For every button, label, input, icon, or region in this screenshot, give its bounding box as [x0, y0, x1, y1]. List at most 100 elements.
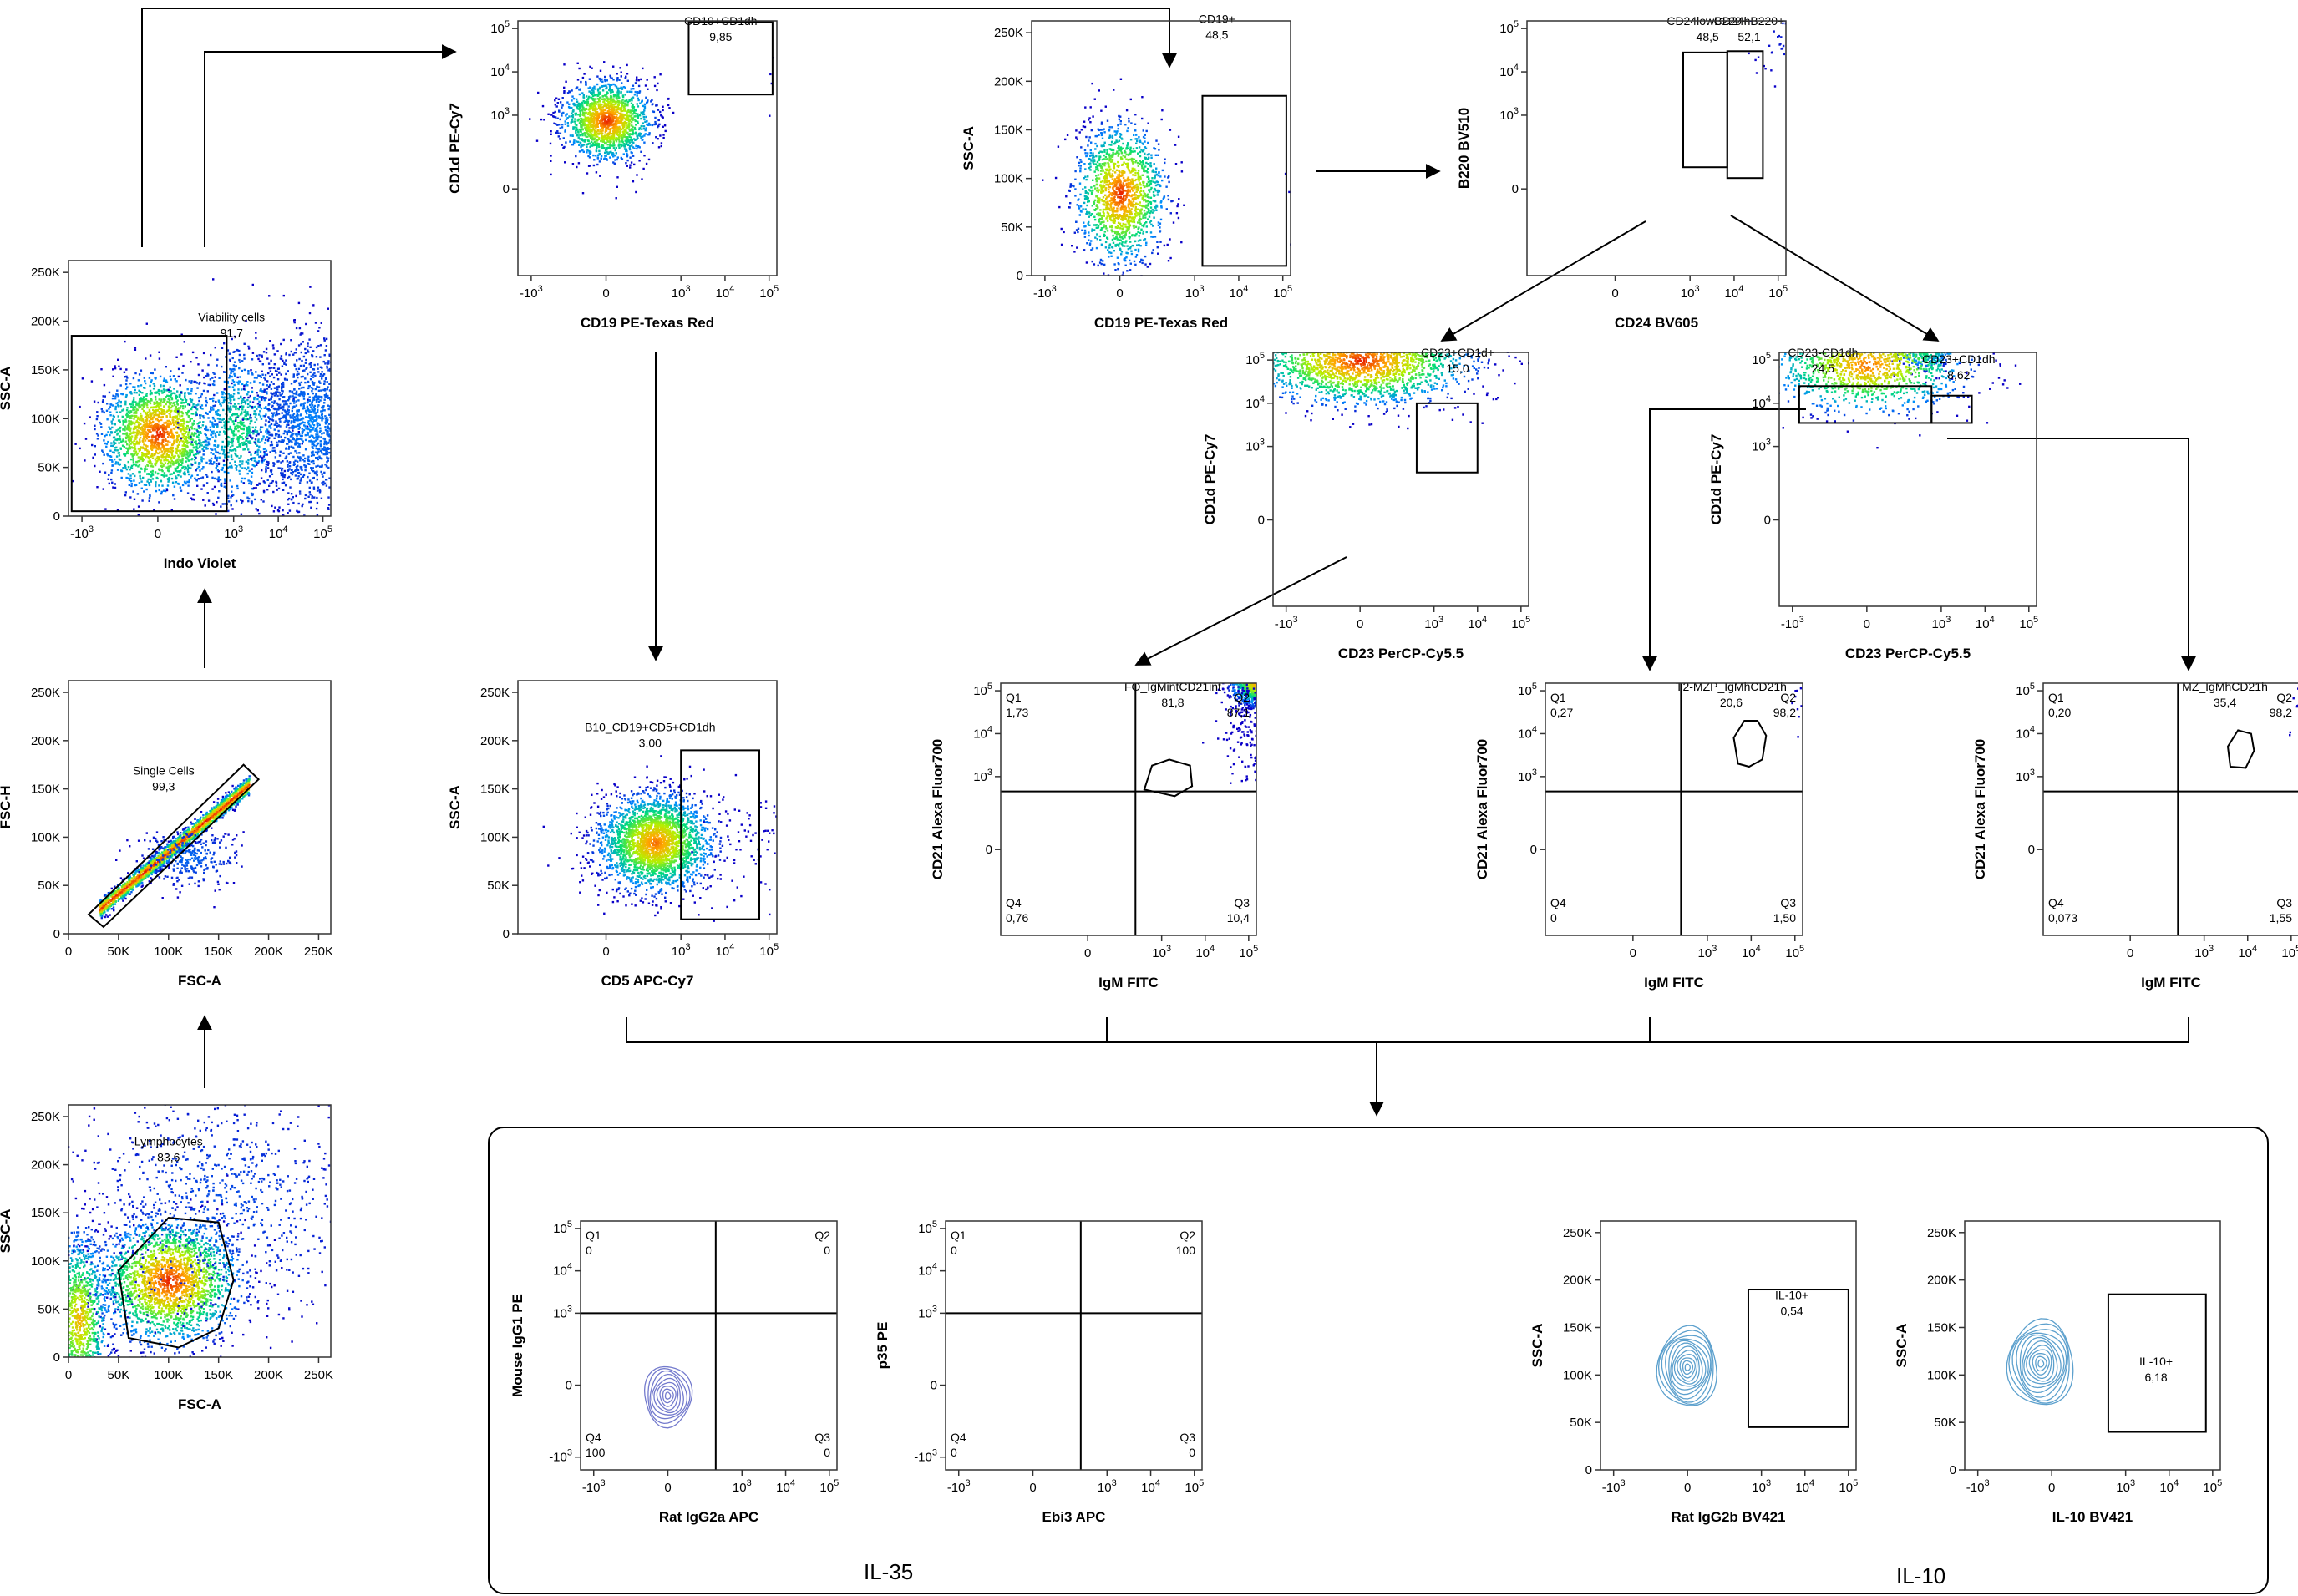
x-tick-label: -103 — [1033, 284, 1057, 301]
gate-value: 83,6 — [157, 1151, 180, 1164]
y-tick-label: -103 — [549, 1448, 572, 1465]
quadrant-q1-name: Q1 — [2048, 691, 2064, 704]
x-tick-label: 0 — [65, 945, 72, 959]
y-axis-label: SSC-A — [447, 785, 463, 829]
y-tick-label: 105 — [1499, 19, 1519, 36]
plot-events — [1791, 687, 1803, 738]
y-tick-label: 105 — [1518, 681, 1537, 698]
x-tick-label: 50K — [108, 945, 130, 959]
y-tick-label: 103 — [1245, 438, 1265, 454]
plot-frame — [517, 20, 778, 276]
plot-igm-cd21-fo: Q1 1,73 Q2 87,1 Q3 10,4 Q4 0,76 FO_IgMintCD21int… — [930, 680, 1258, 991]
plot-igm-cd21-mz: Q1 0,20 Q2 98,2 Q3 1,55 Q4 0,073 MZ_IgMhCD21h 35,… — [1972, 680, 2298, 991]
x-tick-label: 0 — [602, 286, 609, 301]
plot-events — [1656, 1325, 1717, 1406]
quadrant-q1-name: Q1 — [1550, 691, 1566, 704]
plot-frame — [945, 1220, 1203, 1471]
plot-single-cells: Single Cells 99,3 0 50K 100K 150K 200K 250K 0 50K… — [0, 680, 333, 989]
y-tick-label: 103 — [973, 768, 992, 784]
quadrant-q4-value: 0 — [951, 1446, 957, 1459]
y-tick-label: 0 — [53, 1350, 60, 1365]
y-tick-label: 105 — [918, 1219, 937, 1236]
quadrant-q3-value: 0 — [1189, 1446, 1195, 1459]
contour-line — [653, 1377, 681, 1414]
il35-section-label: IL-35 — [864, 1559, 913, 1585]
gate-name: IL-10+ — [1775, 1288, 1808, 1301]
y-tick-label: 105 — [973, 681, 992, 698]
quadrant-q1-name: Q1 — [951, 1229, 966, 1242]
contour-line — [1209, 1170, 1240, 1191]
x-tick-label: 0 — [1684, 1481, 1691, 1495]
gate-name: IL-10+ — [2139, 1355, 2173, 1368]
plot-frame — [1600, 1220, 1857, 1471]
y-tick-label: 150K — [31, 783, 60, 797]
y-tick-label: 104 — [2016, 724, 2035, 741]
gate-rect — [1201, 94, 1287, 267]
plot-frame — [68, 680, 332, 935]
contour-line — [1205, 1167, 1244, 1193]
y-tick-label: 250K — [31, 1110, 60, 1124]
contour-line — [2011, 1329, 2069, 1402]
quadrant-q1-value: 0,20 — [2048, 706, 2071, 719]
y-tick-label: 105 — [490, 19, 510, 36]
plot-events — [99, 775, 251, 920]
x-tick-label: -103 — [520, 284, 543, 301]
x-tick-label: 105 — [1185, 1478, 1204, 1495]
y-tick-label: 0 — [503, 927, 510, 941]
x-axis-label: Rat IgG2a APC — [659, 1509, 758, 1525]
gate-name: T2-MZP_IgMhCD21h — [1676, 680, 1787, 693]
gate-value: 35,4 — [2214, 696, 2236, 709]
quadrant-q2-value: 87,1 — [1227, 706, 1250, 719]
gate-value: 24,5 — [1812, 362, 1834, 375]
gate-value: 48,5 — [1205, 28, 1228, 41]
y-tick-label: 150K — [31, 363, 60, 377]
y-axis-label: B220 BV510 — [1456, 108, 1472, 189]
y-tick-label: 250K — [31, 686, 60, 700]
x-tick-label: 103 — [1681, 284, 1700, 301]
contour-line — [649, 1370, 687, 1420]
contour-line — [2022, 1336, 2062, 1389]
quadrant-q2-name: Q2 — [1179, 1229, 1195, 1242]
gate-name: CD23+CD1dh — [1922, 352, 1996, 366]
y-tick-label: 104 — [1518, 724, 1537, 741]
y-tick-label: 104 — [973, 724, 992, 741]
x-tick-label: 104 — [269, 524, 288, 541]
flow-arrow — [141, 8, 1177, 247]
y-tick-label: 103 — [1752, 438, 1771, 454]
y-tick-label: 200K — [31, 315, 60, 329]
gate-rect — [687, 21, 774, 96]
x-tick-label: 0 — [155, 527, 161, 541]
plot-events — [1273, 352, 1529, 430]
y-tick-label: 103 — [2016, 768, 2035, 784]
y-tick-label: 104 — [1245, 394, 1265, 411]
x-tick-label: 104 — [1742, 944, 1761, 960]
contour-line — [1682, 1360, 1694, 1376]
x-axis-label: IgM FITC — [1644, 975, 1704, 991]
gate-name: B10_CD19+CD5+CD1dh — [585, 720, 715, 733]
x-tick-label: -103 — [1781, 615, 1804, 631]
y-axis-label: CD1d PE-Cy7 — [1708, 434, 1724, 525]
x-tick-label: -103 — [1966, 1478, 1990, 1495]
x-tick-label: -103 — [70, 524, 94, 541]
y-tick-label: 105 — [1245, 351, 1265, 367]
plot-events — [643, 1365, 693, 1429]
contour-line — [1665, 1338, 1712, 1400]
plot-frame — [1545, 682, 1803, 936]
contour-line — [1673, 1350, 1700, 1385]
y-tick-label: 50K — [1570, 1416, 1592, 1430]
y-tick-label: 150K — [1927, 1320, 1956, 1335]
x-tick-label: 103 — [672, 284, 691, 301]
gate-value: 3,00 — [639, 736, 662, 749]
y-tick-label: 100K — [31, 1254, 60, 1269]
y-tick-label: 0 — [1530, 843, 1537, 857]
y-tick-label: 200K — [1563, 1274, 1592, 1288]
flow-arrow — [1134, 556, 1347, 666]
y-tick-label: 104 — [1752, 394, 1771, 411]
contour-line — [664, 1391, 672, 1400]
contour-line — [2032, 1353, 2050, 1376]
plot-events — [542, 755, 777, 922]
plot-igm-cd21-t2: Q1 0,27 Q2 98,2 Q3 1,50 Q4 0 T2-MZP_IgMhCD21h 20,… — [1474, 680, 1804, 991]
quadrant-q2-value: 98,2 — [1773, 706, 1796, 719]
y-axis-label: CD1d PE-Cy7 — [1202, 434, 1218, 525]
plot-il10: IL-10+ 6,18 -103 0 103 104 105 0 50K 100K 150K 200K… — [1894, 1220, 2222, 1525]
